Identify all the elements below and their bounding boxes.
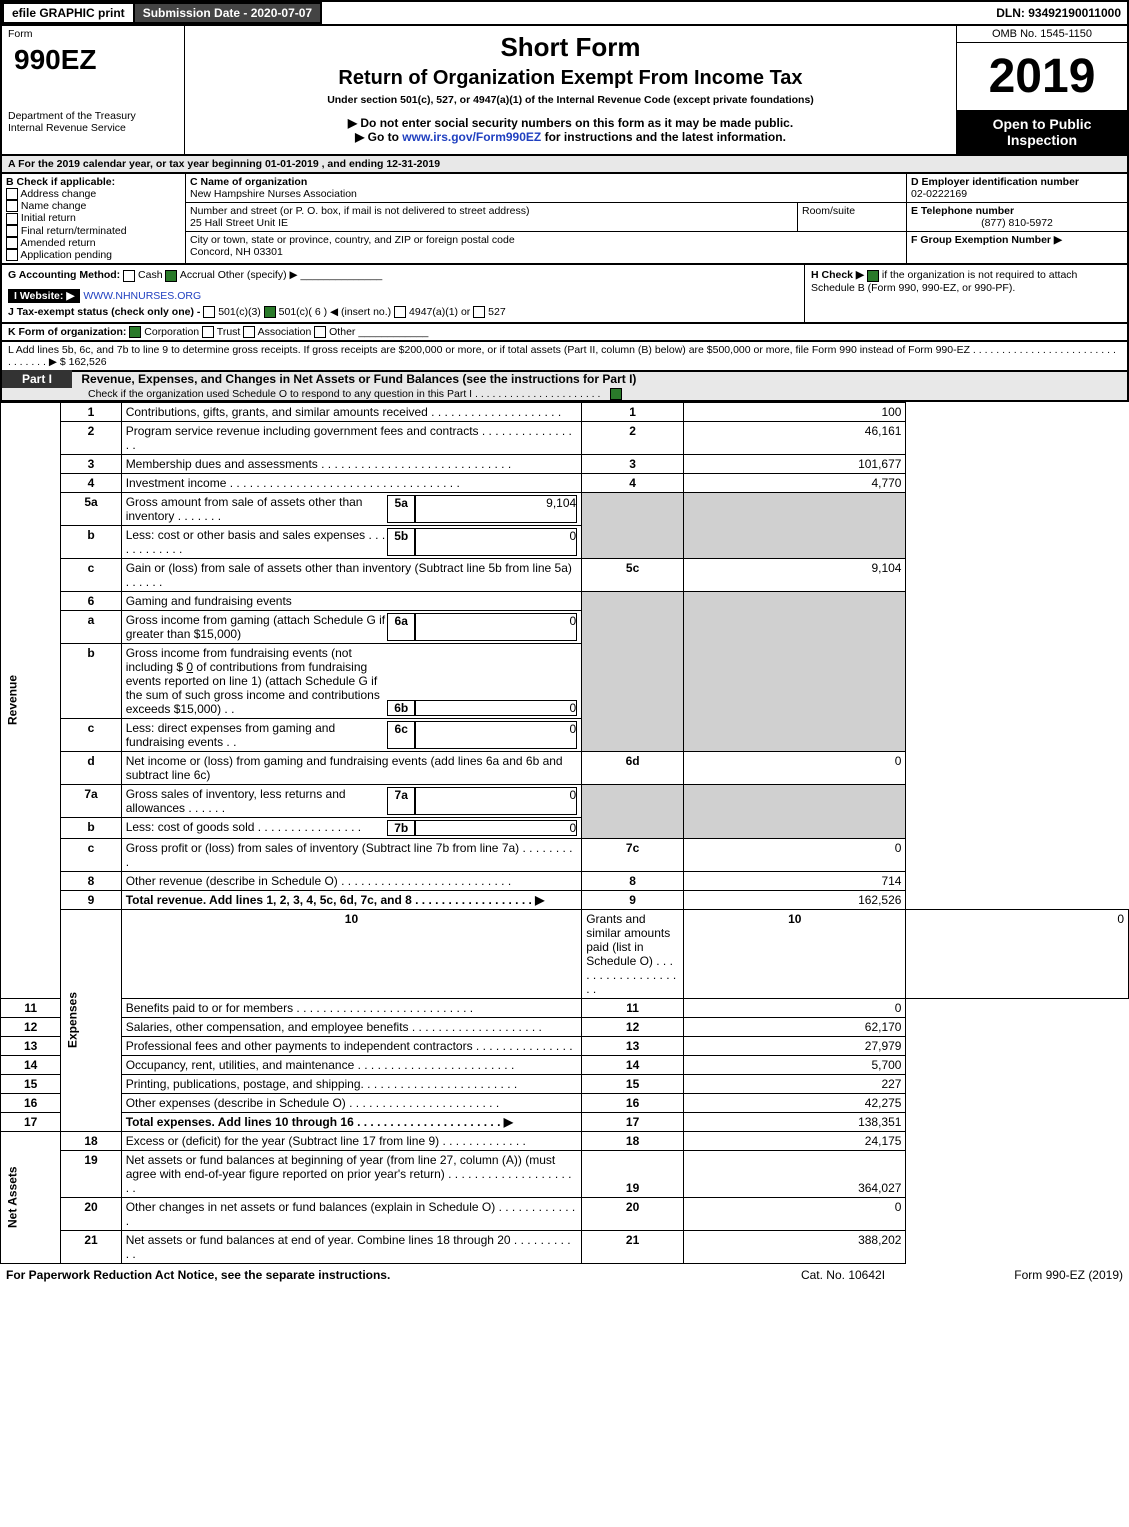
- tel-head: E Telephone number: [911, 205, 1123, 217]
- city-head: City or town, state or province, country…: [190, 234, 902, 246]
- dln-label: DLN: 93492190011000: [990, 4, 1127, 22]
- period-line: A For the 2019 calendar year, or tax yea…: [0, 156, 1129, 174]
- check-applicable: B Check if applicable:: [6, 176, 181, 188]
- chk-final[interactable]: Final return/terminated: [21, 225, 127, 237]
- under-section: Under section 501(c), 527, or 4947(a)(1)…: [191, 94, 950, 106]
- no-ssn-notice: ▶ Do not enter social security numbers o…: [191, 116, 950, 130]
- ein: 02-0222169: [911, 188, 1123, 200]
- org-name: New Hampshire Nurses Association: [190, 188, 902, 200]
- main-title: Return of Organization Exempt From Incom…: [191, 67, 950, 90]
- footer: For Paperwork Reduction Act Notice, see …: [0, 1264, 1129, 1286]
- c-head: C Name of organization: [190, 176, 902, 188]
- h-check: H Check ▶: [811, 269, 864, 281]
- ein-head: D Employer identification number: [911, 176, 1123, 188]
- irs-label: Internal Revenue Service: [8, 122, 178, 134]
- submission-date-label: Submission Date - 2020-07-07: [135, 2, 322, 24]
- short-form-title: Short Form: [191, 32, 950, 63]
- addr-head: Number and street (or P. O. box, if mail…: [190, 205, 793, 217]
- chk-initial[interactable]: Initial return: [21, 212, 76, 224]
- omb-number: OMB No. 1545-1150: [957, 26, 1127, 43]
- netassets-label: Net Assets: [1, 1131, 61, 1263]
- telephone: (877) 810-5972: [911, 217, 1123, 229]
- goto-line: ▶ Go to www.irs.gov/Form990EZ for instru…: [191, 130, 950, 144]
- h-checkbox[interactable]: [867, 270, 879, 282]
- tax-exempt: J Tax-exempt status (check only one) -: [8, 306, 200, 318]
- department-label: Department of the Treasury: [8, 110, 178, 122]
- city: Concord, NH 03301: [190, 246, 902, 258]
- chk-amended[interactable]: Amended return: [20, 237, 95, 249]
- chk-pending[interactable]: Application pending: [20, 249, 112, 261]
- website-link[interactable]: WWW.NHNURSES.ORG: [83, 290, 201, 302]
- form-number: 990EZ: [8, 40, 178, 80]
- form-label: Form: [8, 28, 178, 40]
- k-line: K Form of organization: Corporation Trus…: [0, 324, 1129, 342]
- irs-link[interactable]: www.irs.gov/Form990EZ: [402, 130, 541, 144]
- acct-method: G Accounting Method:: [8, 269, 120, 281]
- l-line: L Add lines 5b, 6c, and 7b to line 9 to …: [0, 342, 1129, 372]
- chk-name[interactable]: Name change: [21, 200, 86, 212]
- top-bar: efile GRAPHIC print Submission Date - 20…: [0, 0, 1129, 26]
- open-public: Open to Public Inspection: [957, 110, 1127, 154]
- efile-print-button[interactable]: efile GRAPHIC print: [2, 2, 135, 24]
- tax-year: 2019: [957, 43, 1127, 110]
- gh-block: G Accounting Method: Cash Accrual Other …: [0, 265, 1129, 323]
- revenue-label: Revenue: [1, 402, 61, 998]
- street: 25 Hall Street Unit IE: [190, 217, 793, 229]
- chk-address[interactable]: Address change: [20, 188, 96, 200]
- info-block: B Check if applicable: Address change Na…: [0, 174, 1129, 265]
- part1-header: Part I Revenue, Expenses, and Changes in…: [0, 372, 1129, 402]
- website-label: I Website: ▶: [8, 289, 80, 303]
- header-row: Form 990EZ Department of the Treasury In…: [0, 26, 1129, 156]
- expenses-label: Expenses: [61, 909, 121, 1131]
- financial-table: Revenue 1Contributions, gifts, grants, a…: [0, 402, 1129, 1264]
- room-suite: Room/suite: [797, 203, 906, 231]
- group-exemption: F Group Exemption Number ▶: [911, 234, 1123, 246]
